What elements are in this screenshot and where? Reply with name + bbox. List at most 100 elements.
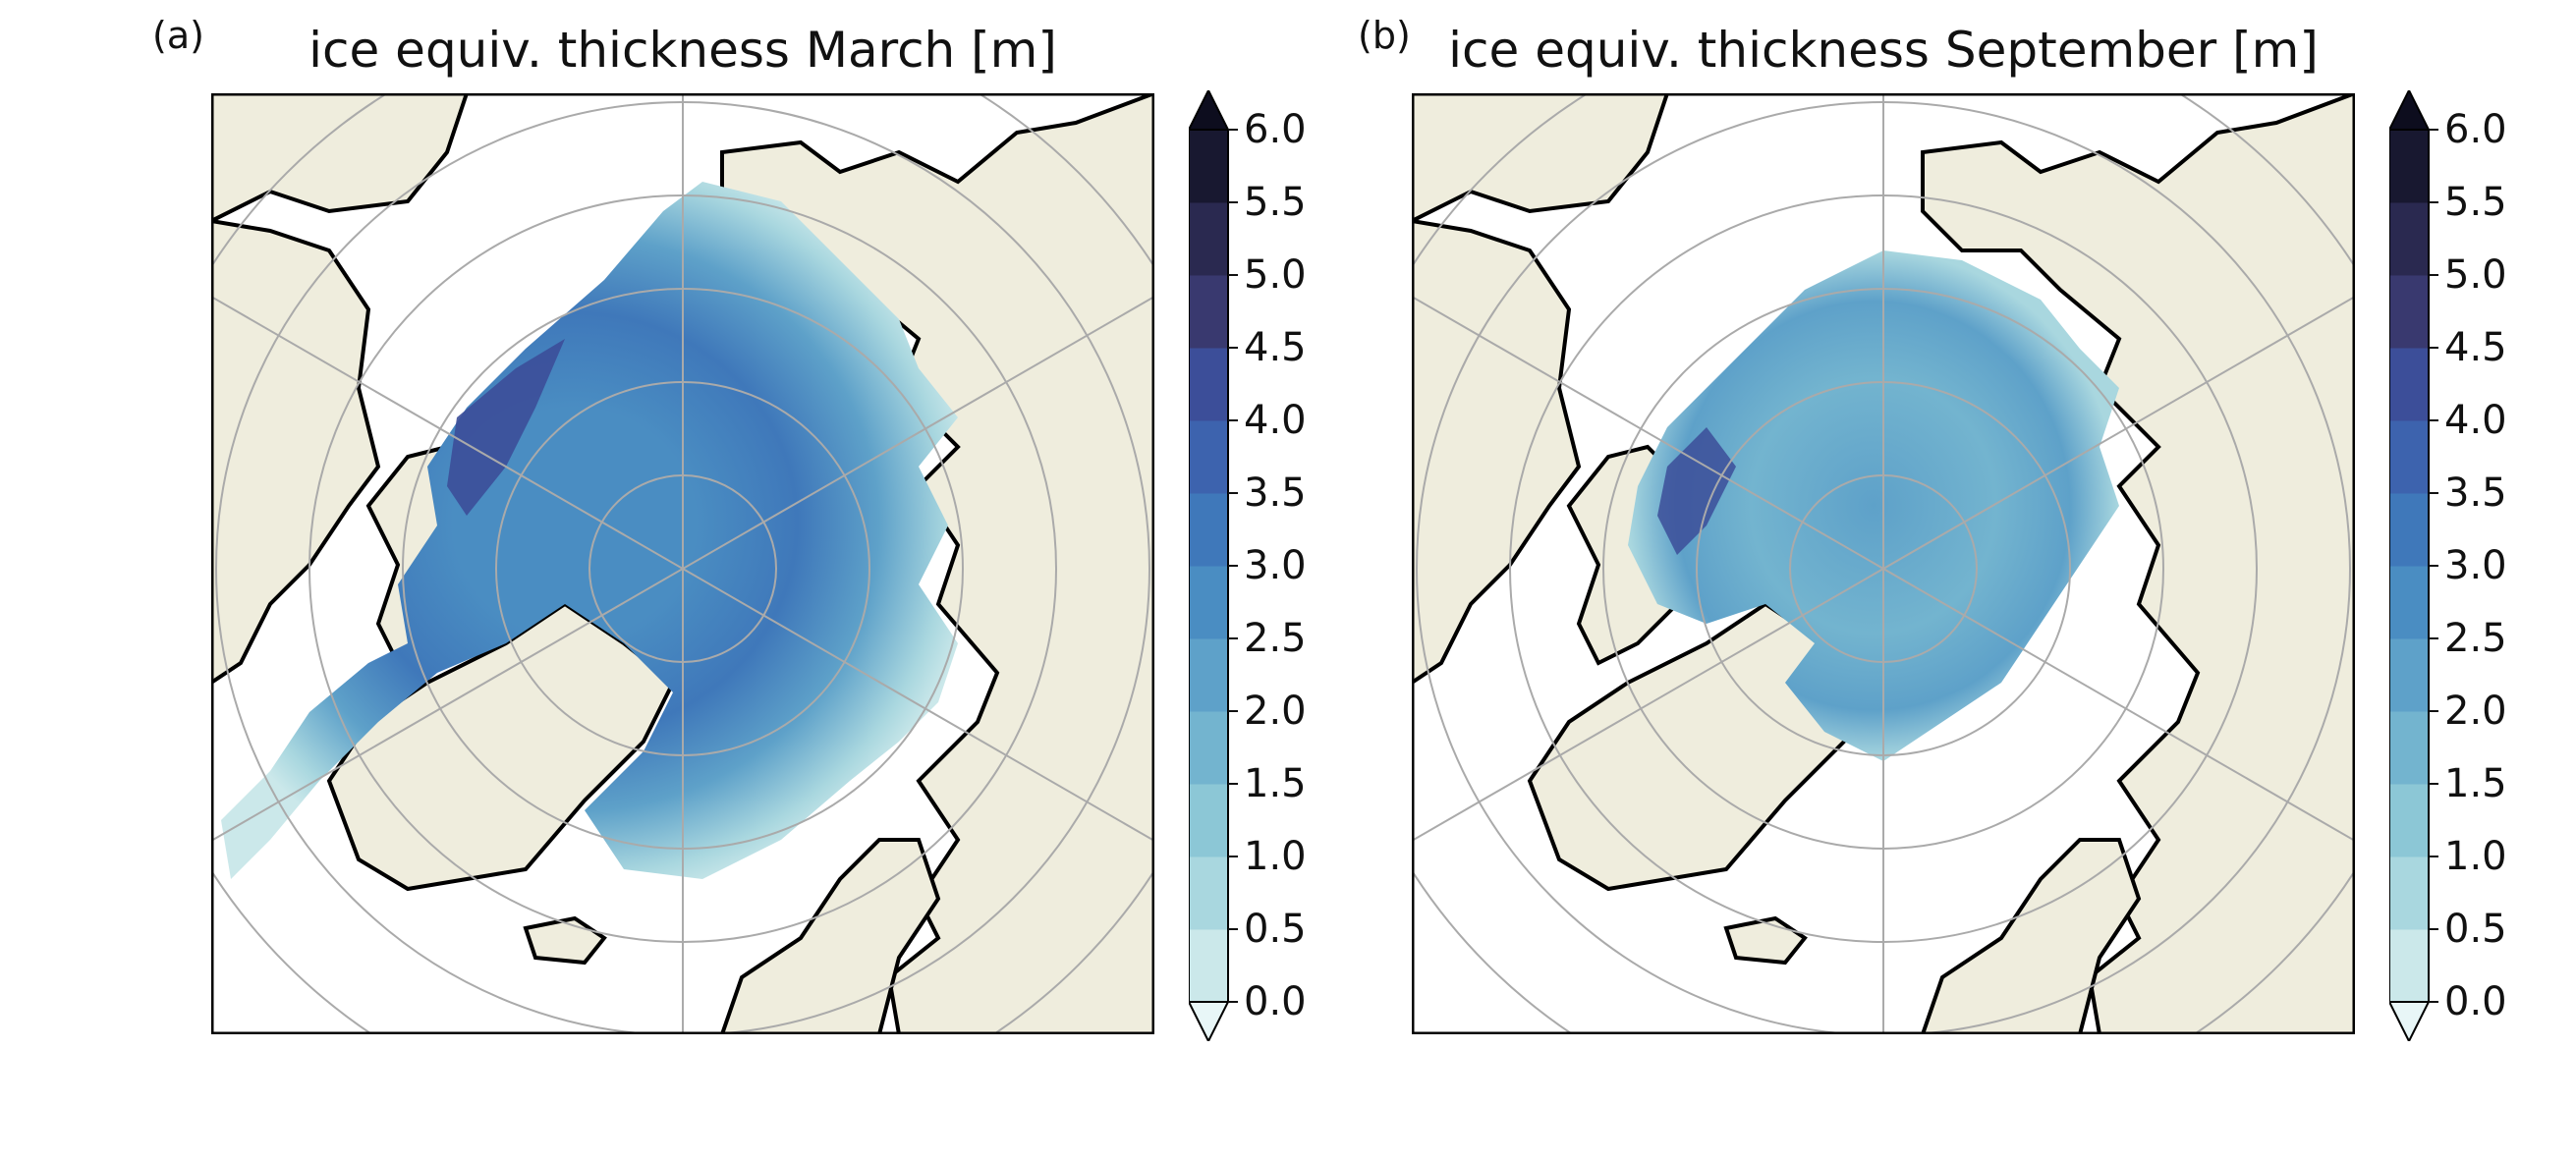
colorbar-bin	[1189, 638, 1228, 712]
colorbar-bin	[2389, 566, 2429, 639]
colorbar-bin	[1189, 784, 1228, 857]
colorbar-tick-mark	[2429, 347, 2438, 349]
colorbar-tick-label: 3.0	[1244, 543, 1307, 588]
colorbar-tick-mark	[1228, 856, 1238, 857]
colorbar-extend-max	[2389, 90, 2431, 131]
map-panel-september: (b) ice equiv. thickness September [m]	[1191, 0, 2507, 1160]
colorbar-tick-label: 1.5	[2444, 761, 2507, 806]
colorbar-tick-label: 4.5	[2444, 325, 2507, 370]
colorbar-tick-label: 1.0	[1244, 834, 1307, 879]
colorbar	[2389, 90, 2431, 1041]
colorbar-tick-mark	[2429, 129, 2438, 131]
colorbar-tick-label: 5.5	[1244, 180, 1307, 225]
colorbar-tick-mark	[1228, 565, 1238, 567]
colorbar-bin	[1189, 856, 1228, 930]
map-panel-march: (a) ice equiv. thickness March [m]	[0, 0, 1307, 1160]
land-canada	[1412, 218, 1582, 686]
colorbar-tick-mark	[1228, 274, 1238, 276]
colorbar-bin	[2389, 420, 2429, 494]
colorbar-tick-label: 6.0	[1244, 107, 1307, 152]
colorbar-bin	[2389, 856, 2429, 930]
colorbar-tick-mark	[1228, 347, 1238, 349]
colorbar-tick-mark	[2429, 928, 2438, 930]
colorbar-tick-label: 5.0	[2444, 252, 2507, 298]
land-north-america	[211, 93, 470, 224]
colorbar-tick-label: 3.0	[2444, 543, 2507, 588]
map-graticule	[211, 93, 1154, 1034]
colorbar-tick-mark	[2429, 419, 2438, 421]
colorbar-tick-mark	[2429, 856, 2438, 857]
colorbar-tick-mark	[1228, 129, 1238, 131]
colorbar-bin	[1189, 493, 1228, 567]
colorbar-tick-label: 2.5	[1244, 616, 1307, 661]
colorbar-tick-label: 3.5	[1244, 470, 1307, 516]
colorbar-tick-mark	[1228, 201, 1238, 203]
sea-ice-march	[221, 182, 958, 879]
colorbar-tick-mark	[2429, 783, 2438, 785]
thick-ice-band	[1657, 427, 1736, 555]
colorbar-tick-label: 0.5	[1244, 907, 1307, 952]
colorbar-tick-label: 3.5	[2444, 470, 2507, 516]
colorbar-bin	[1189, 566, 1228, 639]
colorbar-tick-label: 5.5	[2444, 180, 2507, 225]
colorbar-tick-mark	[1228, 637, 1238, 639]
colorbar-bin	[1189, 348, 1228, 421]
arctic-map-september	[1412, 93, 2355, 1034]
colorbar-bin	[2389, 202, 2429, 276]
colorbar-bin	[1189, 929, 1228, 1003]
land-scandinavia	[719, 838, 941, 1034]
colorbar-tick-label: 0.0	[1244, 979, 1307, 1024]
panel-title: ice equiv. thickness March [m]	[308, 22, 1057, 79]
colorbar-tick-label: 2.0	[1244, 689, 1307, 734]
panel-title: ice equiv. thickness September [m]	[1448, 22, 2319, 79]
land-north-america	[1412, 93, 1670, 224]
colorbar-tick-mark	[1228, 783, 1238, 785]
colorbar-bin	[1189, 130, 1228, 203]
colorbar-tick-mark	[1228, 928, 1238, 930]
colorbar-bin	[1189, 420, 1228, 494]
colorbar-tick-label: 4.0	[1244, 398, 1307, 443]
colorbar-bin	[2389, 348, 2429, 421]
land-scandinavia	[1920, 838, 2142, 1034]
colorbar-tick-label: 2.0	[2444, 689, 2507, 734]
colorbar-bin	[2389, 929, 2429, 1003]
colorbar-tick-mark	[2429, 274, 2438, 276]
colorbar-bin	[2389, 275, 2429, 349]
colorbar-tick-label: 4.0	[2444, 398, 2507, 443]
colorbar	[1189, 90, 1230, 1041]
colorbar-tick-label: 1.0	[2444, 834, 2507, 879]
map-frame	[211, 93, 1154, 1034]
thick-ice-band	[447, 339, 565, 516]
colorbar-tick-label: 4.5	[1244, 325, 1307, 370]
panel-label: (b)	[1358, 14, 1411, 57]
colorbar-tick-label: 5.0	[1244, 252, 1307, 298]
panel-label: (a)	[152, 14, 204, 57]
colorbar-tick-label: 1.5	[1244, 761, 1307, 806]
map-frame	[1412, 93, 2355, 1034]
colorbar-bin	[2389, 130, 2429, 203]
colorbar-tick-mark	[1228, 1001, 1238, 1003]
arctic-map-march	[211, 93, 1154, 1034]
colorbar-tick-label: 2.5	[2444, 616, 2507, 661]
colorbar-bin	[2389, 638, 2429, 712]
colorbar-tick-label: 6.0	[2444, 107, 2507, 152]
colorbar-tick-mark	[2429, 637, 2438, 639]
map-graticule	[1412, 93, 2355, 1034]
colorbar-tick-mark	[2429, 565, 2438, 567]
colorbar-bin	[2389, 784, 2429, 857]
colorbar-bin	[1189, 202, 1228, 276]
colorbar-tick-mark	[2429, 1001, 2438, 1003]
colorbar-bin	[2389, 493, 2429, 567]
colorbar-tick-label: 0.5	[2444, 907, 2507, 952]
colorbar-tick-mark	[2429, 492, 2438, 494]
colorbar-tick-mark	[1228, 419, 1238, 421]
colorbar-bin	[1189, 275, 1228, 349]
colorbar-tick-mark	[1228, 492, 1238, 494]
land-eurasia	[1921, 93, 2355, 1034]
colorbar-tick-mark	[1228, 710, 1238, 712]
colorbar-tick-label: 0.0	[2444, 979, 2507, 1024]
colorbar-bin	[2389, 711, 2429, 785]
colorbar-tick-mark	[2429, 710, 2438, 712]
land-canada	[211, 218, 381, 686]
colorbar-tick-mark	[2429, 201, 2438, 203]
